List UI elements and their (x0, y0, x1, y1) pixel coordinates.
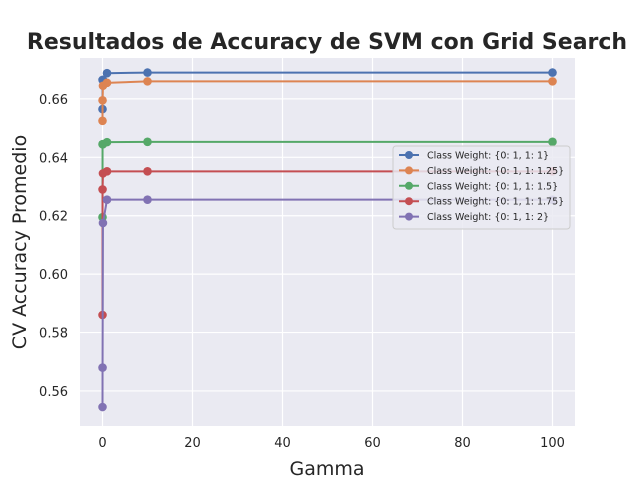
data-point (102, 68, 112, 78)
legend-label: Class Weight: {0: 1, 1: 1} (427, 151, 549, 162)
y-tick-label: 0.62 (39, 210, 68, 225)
data-point (102, 195, 112, 204)
data-point (143, 195, 152, 204)
data-point (143, 68, 152, 77)
legend-marker (405, 151, 413, 159)
y-tick-label: 0.58 (39, 327, 68, 342)
y-tick-label: 0.60 (39, 268, 68, 283)
x-tick-label: 60 (364, 436, 381, 451)
y-tick-label: 0.66 (39, 93, 68, 108)
series-5 (98, 195, 557, 412)
data-point (548, 137, 557, 147)
data-point (102, 137, 112, 147)
series-2 (98, 77, 557, 126)
data-point (143, 137, 152, 147)
ticks: 0 20 40 60 80 100 0.56 0.58 0.60 0.62 0.64 0.66 (39, 93, 565, 451)
legend-label: Class Weight: {0: 1, 1: 1.75} (427, 197, 564, 208)
data-point (548, 77, 557, 86)
legend-label: Class Weight: {0: 1, 1: 2} (427, 212, 549, 223)
y-axis-label: CV Accuracy Promedio (9, 135, 31, 349)
data-point (98, 116, 107, 126)
data-point (98, 96, 107, 105)
data-point (548, 68, 557, 77)
series-line (101, 198, 553, 408)
y-tick-label: 0.64 (39, 151, 68, 166)
x-axis-label: Gamma (289, 458, 364, 480)
data-point (143, 77, 152, 86)
plot-background (80, 58, 575, 426)
x-tick-label: 0 (98, 436, 106, 451)
x-tick-label: 40 (274, 436, 291, 451)
data-point (102, 167, 112, 176)
data-point (98, 218, 108, 228)
legend-marker (405, 197, 413, 206)
legend-marker (405, 166, 413, 175)
data-point (143, 167, 152, 176)
x-tick-label: 100 (540, 436, 565, 451)
data-point (98, 185, 107, 194)
legend-marker (405, 181, 413, 190)
data-point (98, 402, 107, 412)
x-tick-label: 20 (184, 436, 201, 451)
y-tick-label: 0.56 (39, 385, 68, 400)
data-point (98, 363, 107, 372)
series-layer (98, 68, 557, 412)
x-tick-label: 80 (454, 436, 471, 451)
legend-label: Class Weight: {0: 1, 1: 1.25} (427, 166, 564, 177)
legend-label: Class Weight: {0: 1, 1: 1.5} (427, 181, 558, 192)
chart-title: Resultados de Accuracy de SVM con Grid S… (27, 30, 627, 55)
legend: Class Weight: {0: 1, 1: 1} Class Weight: … (392, 145, 571, 230)
data-point (102, 78, 112, 88)
legend-marker (405, 212, 413, 221)
legend-box (392, 145, 571, 230)
